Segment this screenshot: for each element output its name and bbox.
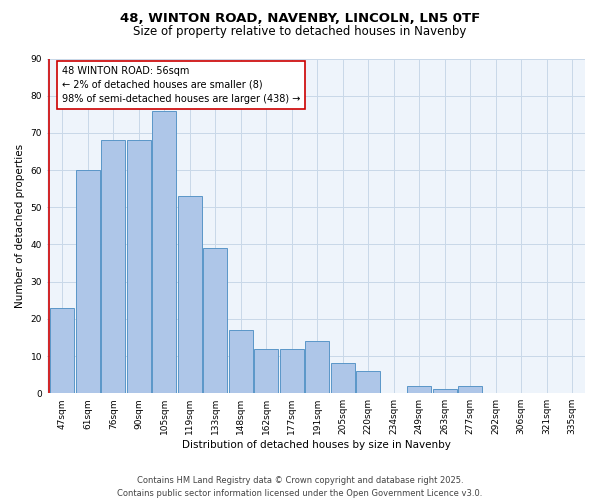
Bar xyxy=(280,348,304,393)
Bar xyxy=(178,196,202,393)
X-axis label: Distribution of detached houses by size in Navenby: Distribution of detached houses by size … xyxy=(182,440,451,450)
Bar xyxy=(356,371,380,393)
Bar xyxy=(101,140,125,393)
Bar xyxy=(407,386,431,393)
Text: 48 WINTON ROAD: 56sqm
← 2% of detached houses are smaller (8)
98% of semi-detach: 48 WINTON ROAD: 56sqm ← 2% of detached h… xyxy=(62,66,301,104)
Bar xyxy=(331,364,355,393)
Text: Size of property relative to detached houses in Navenby: Size of property relative to detached ho… xyxy=(133,25,467,38)
Y-axis label: Number of detached properties: Number of detached properties xyxy=(15,144,25,308)
Bar xyxy=(127,140,151,393)
Bar xyxy=(152,110,176,393)
Bar xyxy=(254,348,278,393)
Text: Contains HM Land Registry data © Crown copyright and database right 2025.
Contai: Contains HM Land Registry data © Crown c… xyxy=(118,476,482,498)
Bar xyxy=(203,248,227,393)
Bar xyxy=(458,386,482,393)
Bar xyxy=(433,390,457,393)
Bar xyxy=(50,308,74,393)
Bar xyxy=(305,341,329,393)
Text: 48, WINTON ROAD, NAVENBY, LINCOLN, LN5 0TF: 48, WINTON ROAD, NAVENBY, LINCOLN, LN5 0… xyxy=(120,12,480,26)
Bar xyxy=(229,330,253,393)
Bar xyxy=(76,170,100,393)
